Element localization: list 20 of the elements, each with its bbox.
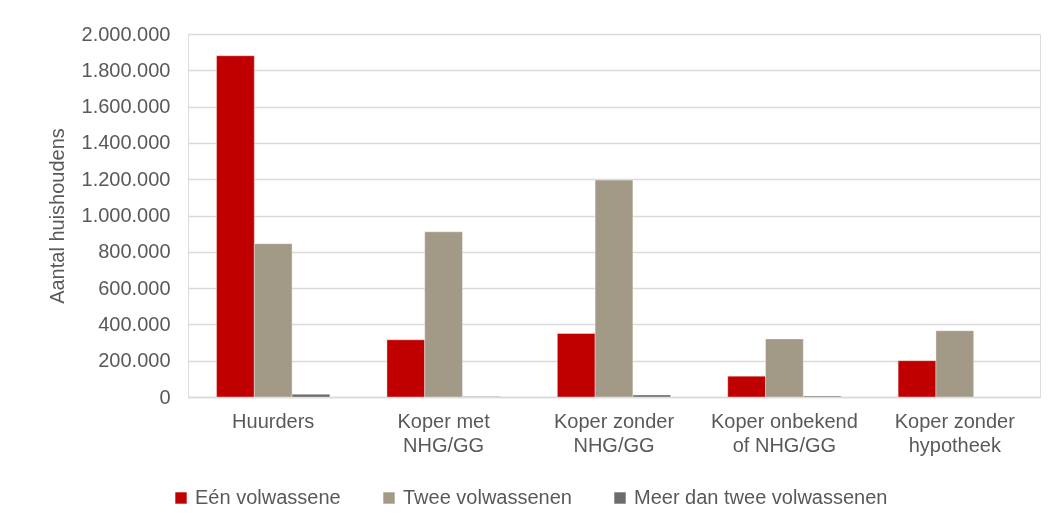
y-tick-label: 1.000.000 bbox=[81, 204, 171, 226]
y-axis-title: Aantal huishoudens bbox=[45, 128, 68, 304]
y-tick-label: 1.400.000 bbox=[81, 131, 171, 154]
y-tick-label: 2.000.000 bbox=[81, 22, 171, 45]
y-tick-label: 1.200.000 bbox=[81, 167, 171, 190]
legend-label: Twee volwassenen bbox=[403, 486, 572, 508]
y-tick-label: 400.000 bbox=[98, 312, 171, 335]
y-tick-label: 200.000 bbox=[98, 349, 171, 372]
y-tick-label: 1.600.000 bbox=[81, 95, 171, 118]
y-tick-label: 600.000 bbox=[98, 276, 171, 299]
x-tick-label: Koper zonder hypotheek bbox=[894, 409, 1016, 456]
x-tick-label: Koper zonder NHG/GG bbox=[553, 409, 675, 456]
legend-label: Meer dan twee volwassenen bbox=[634, 486, 888, 508]
y-tick-label: 1.800.000 bbox=[81, 58, 171, 81]
x-tick-label: Koper onbekend of NHG/GG bbox=[711, 409, 858, 456]
x-tick-label: Koper met NHG/GG bbox=[397, 409, 491, 456]
x-tick-label: Huurders bbox=[232, 409, 315, 432]
y-tick-label: 800.000 bbox=[98, 240, 171, 263]
legend-label: Eén volwassene bbox=[195, 486, 341, 508]
y-tick-label: 0 bbox=[159, 385, 171, 408]
